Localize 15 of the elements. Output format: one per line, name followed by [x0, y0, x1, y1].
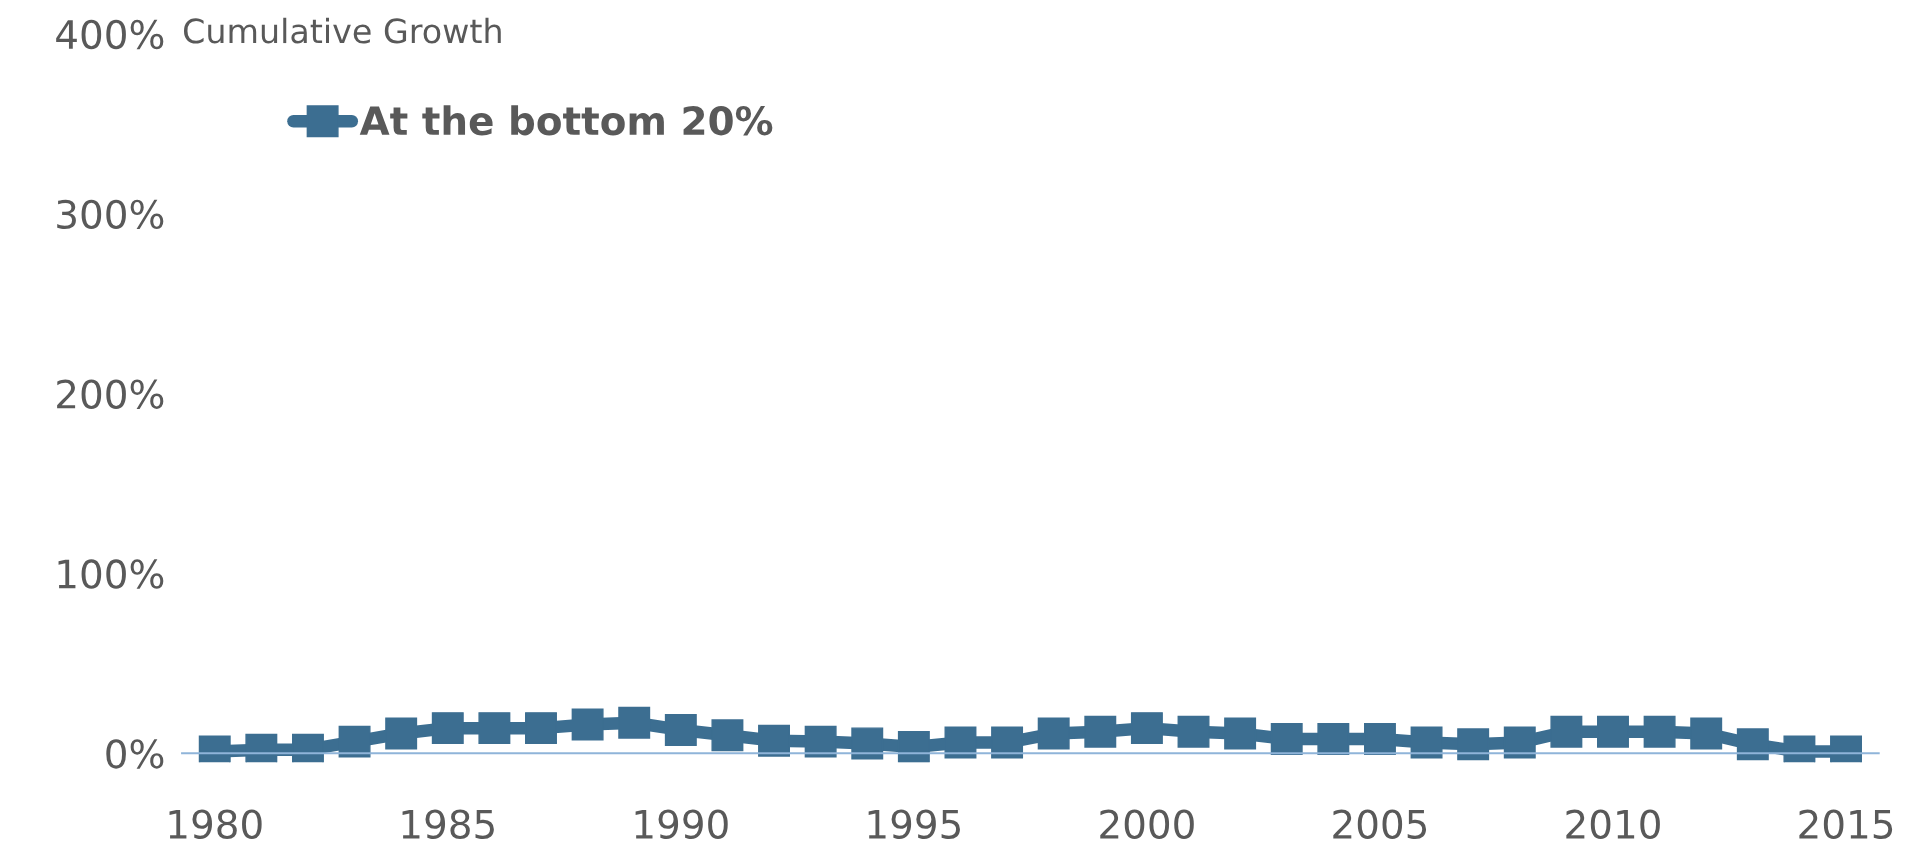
x-tick-label: 2005 — [1333, 809, 1427, 839]
y-tick-label: 400% — [56, 19, 164, 50]
x-tick-label: 2015 — [1799, 809, 1893, 839]
x-tick-label: 2010 — [1566, 809, 1660, 839]
y-tick-label: 200% — [57, 379, 164, 409]
x-tick-label: 2000 — [1100, 809, 1194, 839]
legend-label: At the bottom 20% — [359, 105, 773, 136]
y-tick-label: 100% — [58, 559, 164, 589]
y-tick-label: 0% — [106, 739, 164, 769]
x-tick-label: 1985 — [402, 809, 494, 839]
x-tick-label: 1995 — [868, 809, 960, 839]
x-tick-label: 1980 — [169, 809, 262, 839]
chart-title: Cumulative Growth — [183, 17, 501, 44]
x-tick-label: 1990 — [635, 809, 728, 839]
y-tick-label: 300% — [57, 199, 164, 230]
